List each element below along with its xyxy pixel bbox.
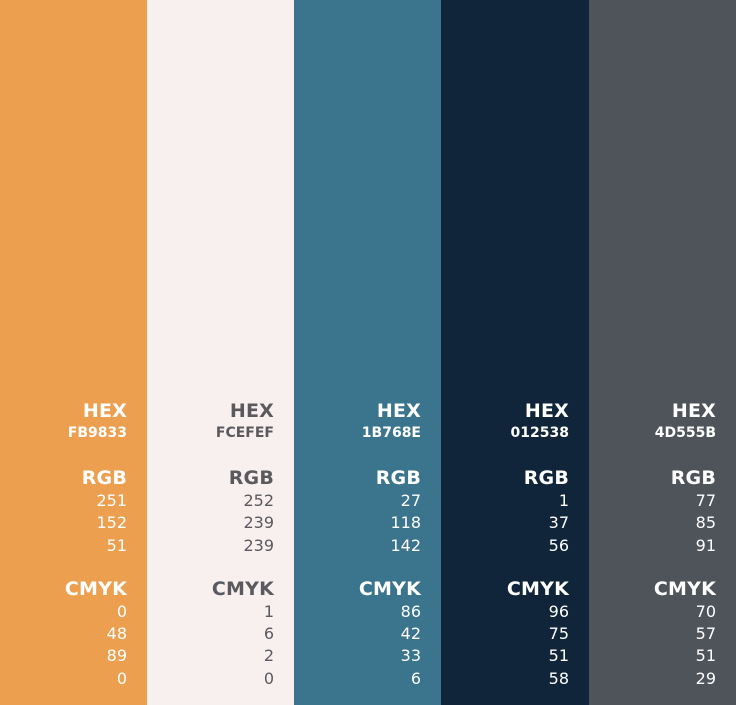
rgb-g-value: 239 [243,513,274,533]
cmyk-label: CMYK [64,577,127,600]
swatch-info: HEX 4D555B RGB 77 85 91 CMYK 70 57 51 29 [654,399,716,690]
swatch-info: HEX 012538 RGB 1 37 56 CMYK 96 75 51 58 [507,399,569,690]
rgb-b-value: 56 [548,535,569,555]
cmyk-c-value: 1 [263,601,274,621]
cmyk-label: CMYK [211,577,274,600]
cmyk-m-value: 42 [400,624,421,644]
cmyk-label: CMYK [653,577,716,600]
rgb-label: RGB [228,467,274,489]
swatch-orange: HEX FB9833 RGB 251 152 51 CMYK 0 48 89 0 [0,0,147,705]
cmyk-label: CMYK [358,577,421,600]
hex-label: HEX [524,400,569,422]
cmyk-y-value: 51 [548,646,569,666]
cmyk-k-value: 29 [695,668,716,688]
rgb-b-value: 51 [106,535,127,555]
rgb-label: RGB [81,467,127,489]
hex-value: 1B768E [361,425,421,441]
swatch-navy: HEX 012538 RGB 1 37 56 CMYK 96 75 51 58 [441,0,589,705]
rgb-g-value: 118 [390,513,421,533]
hex-label: HEX [82,400,127,422]
rgb-g-value: 37 [548,513,569,533]
cmyk-y-value: 89 [106,646,127,666]
hex-value: FB9833 [67,425,127,441]
cmyk-m-value: 57 [695,624,716,644]
hex-label: HEX [671,400,716,422]
rgb-g-value: 152 [96,513,127,533]
cmyk-k-value: 0 [263,668,274,688]
rgb-r-value: 252 [243,491,274,510]
swatch-teal: HEX 1B768E RGB 27 118 142 CMYK 86 42 33 … [294,0,441,705]
hex-value: FCEFEF [215,425,274,441]
rgb-g-value: 85 [695,513,716,533]
cmyk-y-value: 51 [695,646,716,666]
rgb-r-value: 77 [695,491,716,510]
rgb-r-value: 1 [558,491,569,510]
rgb-r-value: 27 [400,491,421,510]
cmyk-c-value: 96 [548,601,569,621]
hex-value: 4D555B [654,425,716,441]
cmyk-k-value: 6 [410,668,421,688]
rgb-label: RGB [670,467,716,489]
cmyk-c-value: 86 [400,601,421,621]
swatch-blush: HEX FCEFEF RGB 252 239 239 CMYK 1 6 2 0 [147,0,294,705]
swatch-info: HEX 1B768E RGB 27 118 142 CMYK 86 42 33 … [359,399,421,690]
rgb-b-value: 142 [390,535,421,555]
cmyk-k-value: 0 [116,668,127,688]
hex-label: HEX [376,400,421,422]
rgb-b-value: 239 [243,535,274,555]
hex-label: HEX [229,400,274,422]
swatch-info: HEX FCEFEF RGB 252 239 239 CMYK 1 6 2 0 [212,399,274,690]
hex-value: 012538 [510,425,569,441]
rgb-r-value: 251 [96,491,127,510]
rgb-b-value: 91 [695,535,716,555]
swatch-slate: HEX 4D555B RGB 77 85 91 CMYK 70 57 51 29 [589,0,736,705]
cmyk-m-value: 75 [548,624,569,644]
cmyk-c-value: 70 [695,601,716,621]
cmyk-m-value: 48 [106,624,127,644]
cmyk-m-value: 6 [263,624,274,644]
cmyk-k-value: 58 [548,668,569,688]
cmyk-c-value: 0 [116,601,127,621]
rgb-label: RGB [523,467,569,489]
cmyk-y-value: 33 [400,646,421,666]
rgb-label: RGB [375,467,421,489]
cmyk-y-value: 2 [263,646,274,666]
swatch-info: HEX FB9833 RGB 251 152 51 CMYK 0 48 89 0 [65,399,127,690]
cmyk-label: CMYK [506,577,569,600]
